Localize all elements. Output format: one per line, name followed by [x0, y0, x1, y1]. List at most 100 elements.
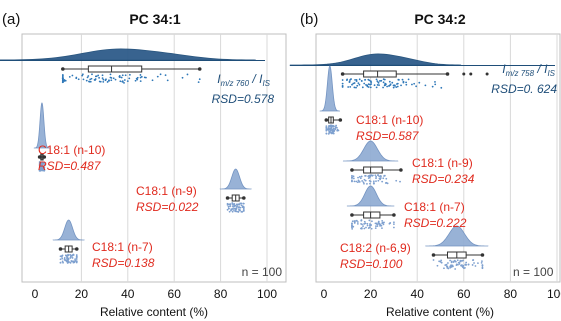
- data-point: [238, 209, 241, 212]
- data-point: [239, 202, 242, 205]
- data-point: [383, 175, 385, 177]
- whisker-cap-low: [225, 196, 230, 200]
- data-point: [411, 83, 413, 86]
- data-point: [365, 226, 367, 229]
- data-point: [231, 210, 234, 213]
- data-point: [331, 132, 334, 134]
- density-n9: [342, 140, 399, 162]
- chart-title-a: PC 34:1: [129, 11, 181, 27]
- whisker-cap-low: [324, 118, 329, 122]
- whisker-cap-high: [42, 155, 47, 159]
- data-point: [377, 179, 380, 182]
- data-point: [370, 174, 373, 177]
- data-point: [480, 262, 483, 264]
- rsd-n10-a: RSD=0.487: [38, 159, 102, 173]
- data-point: [358, 83, 361, 86]
- data-point: [61, 254, 64, 257]
- data-point: [361, 86, 364, 89]
- x-tick-label: 40: [121, 287, 135, 301]
- panel-label-b: (b): [300, 11, 318, 28]
- data-point: [445, 265, 448, 268]
- data-point: [382, 223, 385, 226]
- n-count-b: n = 100: [513, 265, 554, 279]
- whisker-cap-low: [431, 253, 436, 257]
- whisker-cap-low: [61, 67, 65, 71]
- x-tick-label: 80: [214, 287, 228, 301]
- data-point: [402, 81, 405, 84]
- data-point: [438, 260, 441, 263]
- data-point: [388, 84, 391, 87]
- data-point: [43, 166, 46, 169]
- data-point: [363, 223, 365, 225]
- data-point: [472, 259, 474, 262]
- data-point: [357, 82, 360, 84]
- chart-title-b: PC 34:2: [414, 11, 466, 27]
- x-axis-label-a: Relative content (%): [100, 305, 208, 319]
- data-point: [372, 174, 374, 177]
- data-point: [388, 80, 391, 83]
- data-point: [237, 210, 239, 213]
- data-point: [330, 126, 333, 129]
- data-point: [393, 226, 395, 229]
- data-point: [43, 169, 46, 171]
- data-point: [61, 257, 64, 260]
- data-point: [357, 179, 360, 182]
- plot-frame-b: [315, 33, 561, 283]
- data-point: [101, 77, 104, 80]
- data-point: [87, 75, 90, 77]
- data-point: [394, 85, 396, 87]
- data-point: [67, 260, 70, 263]
- data-point: [43, 163, 46, 166]
- data-point: [355, 80, 358, 83]
- data-point: [102, 78, 105, 81]
- data-point: [77, 78, 80, 81]
- data-point: [434, 83, 437, 86]
- data-point: [443, 267, 445, 270]
- data-point: [67, 259, 69, 261]
- x-tick-label: 100: [547, 287, 561, 301]
- data-point: [378, 84, 380, 87]
- data-point: [481, 264, 484, 266]
- data-point: [166, 79, 169, 82]
- data-point: [367, 86, 370, 88]
- data-point: [375, 175, 378, 178]
- data-point: [372, 182, 375, 184]
- rsd-total-b: RSD=0. 624: [491, 82, 557, 96]
- rsd-n7-a: RSD=0.138: [92, 256, 155, 270]
- data-point: [75, 254, 78, 256]
- data-point: [43, 165, 46, 167]
- data-point: [351, 224, 353, 227]
- data-point: [98, 76, 100, 79]
- data-point: [226, 208, 229, 211]
- data-point: [449, 259, 452, 262]
- data-point: [69, 253, 72, 256]
- panel-b: (b) PC 34:2 0 20 40 60 80 100 Relative c…: [289, 11, 561, 319]
- whisker-cap-high: [445, 72, 450, 76]
- data-point: [358, 181, 361, 183]
- data-point: [379, 224, 382, 227]
- x-tick-label: 60: [168, 287, 182, 301]
- data-point: [351, 180, 353, 183]
- data-point: [85, 79, 88, 82]
- data-point: [328, 131, 331, 134]
- data-point: [240, 210, 243, 213]
- data-point: [378, 175, 381, 178]
- data-point: [69, 257, 72, 259]
- data-point: [231, 208, 233, 211]
- series-label-n7-a: C18:1 (n-7): [92, 240, 153, 254]
- data-point: [363, 178, 366, 181]
- data-point: [237, 206, 240, 209]
- data-point: [331, 130, 334, 133]
- data-point: [393, 221, 395, 224]
- data-point: [65, 254, 67, 257]
- data-point: [461, 265, 464, 268]
- box-iqr: [363, 166, 383, 174]
- data-point: [360, 80, 363, 82]
- data-point: [396, 82, 399, 85]
- data-point: [450, 264, 452, 267]
- data-point: [128, 73, 131, 76]
- data-point: [372, 180, 375, 183]
- data-point: [440, 86, 443, 89]
- data-point: [242, 206, 245, 208]
